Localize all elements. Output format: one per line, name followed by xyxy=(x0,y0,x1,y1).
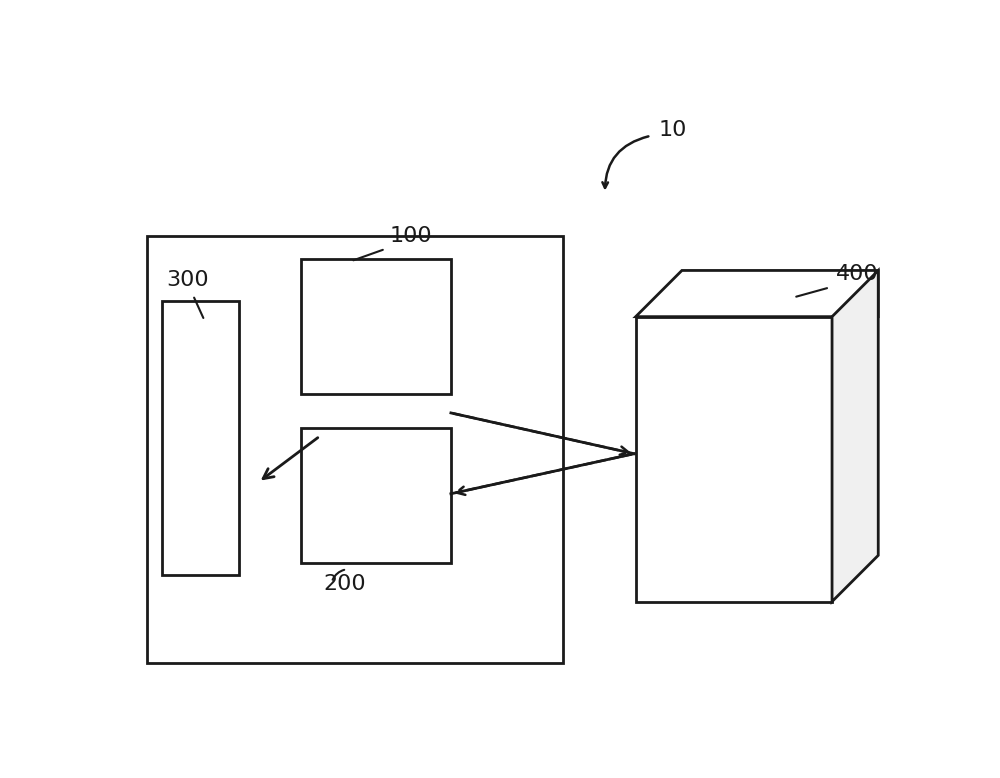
Bar xyxy=(147,236,563,663)
Text: 10: 10 xyxy=(659,121,687,140)
Bar xyxy=(301,259,451,394)
Text: 200: 200 xyxy=(324,574,366,594)
Polygon shape xyxy=(636,271,878,317)
Text: 400: 400 xyxy=(836,265,879,284)
Bar xyxy=(636,317,832,601)
Text: 100: 100 xyxy=(389,226,432,246)
Text: 300: 300 xyxy=(166,270,209,289)
Polygon shape xyxy=(832,271,878,601)
Bar xyxy=(301,429,451,563)
Bar xyxy=(162,301,239,575)
